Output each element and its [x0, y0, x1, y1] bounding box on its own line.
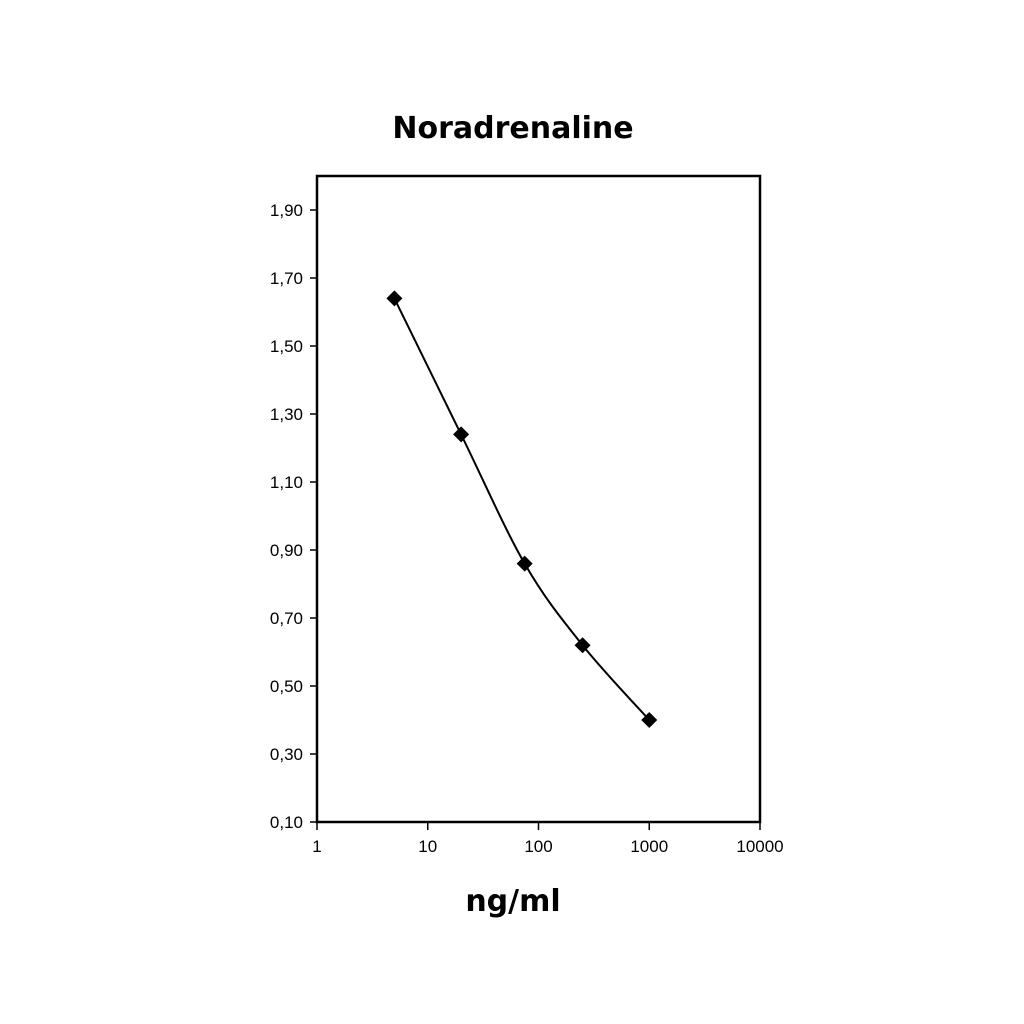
- y-axis: 0,10 0,30 0,50 0,70 0,90 1,10 1,30 1,50 1,70 1,90: [270, 201, 317, 832]
- x-tick-label: 1000: [630, 837, 668, 856]
- y-tick-label: 1,50: [270, 337, 303, 356]
- data-point-diamond: [516, 555, 533, 572]
- y-tick-label: 1,30: [270, 405, 303, 424]
- x-axis: 1 10 100 1000 10000: [312, 822, 784, 856]
- x-tick-label: 10: [418, 837, 437, 856]
- x-tick-label: 1: [312, 837, 321, 856]
- y-tick-label: 1,70: [270, 269, 303, 288]
- y-tick-label: 0,10: [270, 813, 303, 832]
- series-group: [386, 290, 658, 728]
- y-tick-label: 0,70: [270, 609, 303, 628]
- y-tick-label: 0,50: [270, 677, 303, 696]
- plot-area-frame: [315, 174, 762, 824]
- y-tick-label: 1,90: [270, 201, 303, 220]
- y-tick-label: 0,90: [270, 541, 303, 560]
- x-tick-label: 100: [524, 837, 552, 856]
- series-line: [393, 297, 650, 721]
- data-point-diamond: [574, 637, 591, 654]
- data-point-diamond: [641, 712, 658, 728]
- data-point-diamond: [386, 290, 403, 307]
- y-tick-label: 0,30: [270, 745, 303, 764]
- data-point-diamond: [453, 426, 470, 443]
- x-axis-label: ng/ml: [465, 884, 560, 919]
- chart-title: Noradrenaline: [392, 111, 633, 146]
- x-tick-label: 10000: [736, 837, 783, 856]
- y-tick-label: 1,10: [270, 473, 303, 492]
